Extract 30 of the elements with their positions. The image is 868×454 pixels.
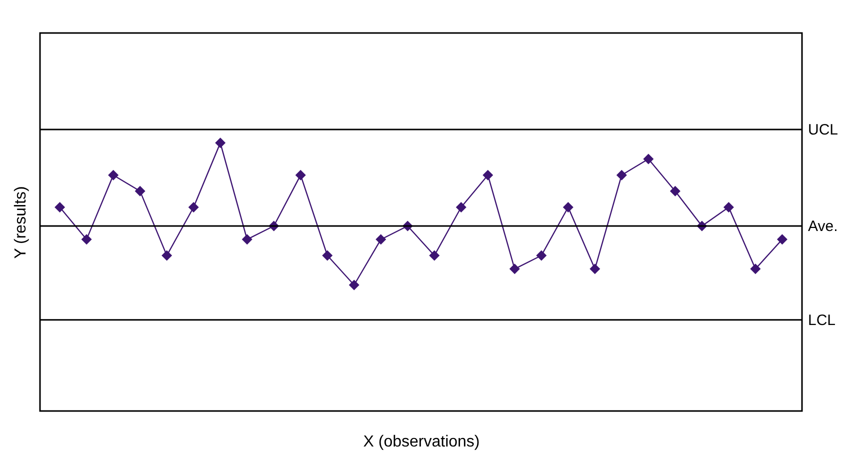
point xyxy=(295,170,306,180)
point xyxy=(509,264,520,274)
point xyxy=(429,250,440,261)
point xyxy=(188,202,199,212)
point xyxy=(536,250,547,261)
point xyxy=(81,234,92,245)
point xyxy=(376,234,386,245)
point xyxy=(162,250,172,261)
point xyxy=(750,264,761,274)
point xyxy=(590,264,600,274)
point xyxy=(322,250,333,261)
point xyxy=(670,186,680,196)
point xyxy=(562,202,574,212)
point xyxy=(723,202,734,212)
point xyxy=(134,186,146,196)
point xyxy=(456,202,466,212)
point xyxy=(242,234,252,245)
ref-line-label: UCL xyxy=(808,122,838,139)
point xyxy=(776,234,788,245)
point xyxy=(348,280,360,290)
point xyxy=(482,170,494,180)
point xyxy=(54,202,66,212)
y-axis-title: Y (results) xyxy=(12,186,30,259)
ref-line-label: LCL xyxy=(808,312,836,329)
point xyxy=(643,154,654,164)
ref-line-label: Ave. xyxy=(808,218,838,236)
point xyxy=(108,170,119,180)
x-axis-title: X (observations) xyxy=(363,434,480,450)
point xyxy=(215,138,226,148)
point xyxy=(616,170,627,180)
